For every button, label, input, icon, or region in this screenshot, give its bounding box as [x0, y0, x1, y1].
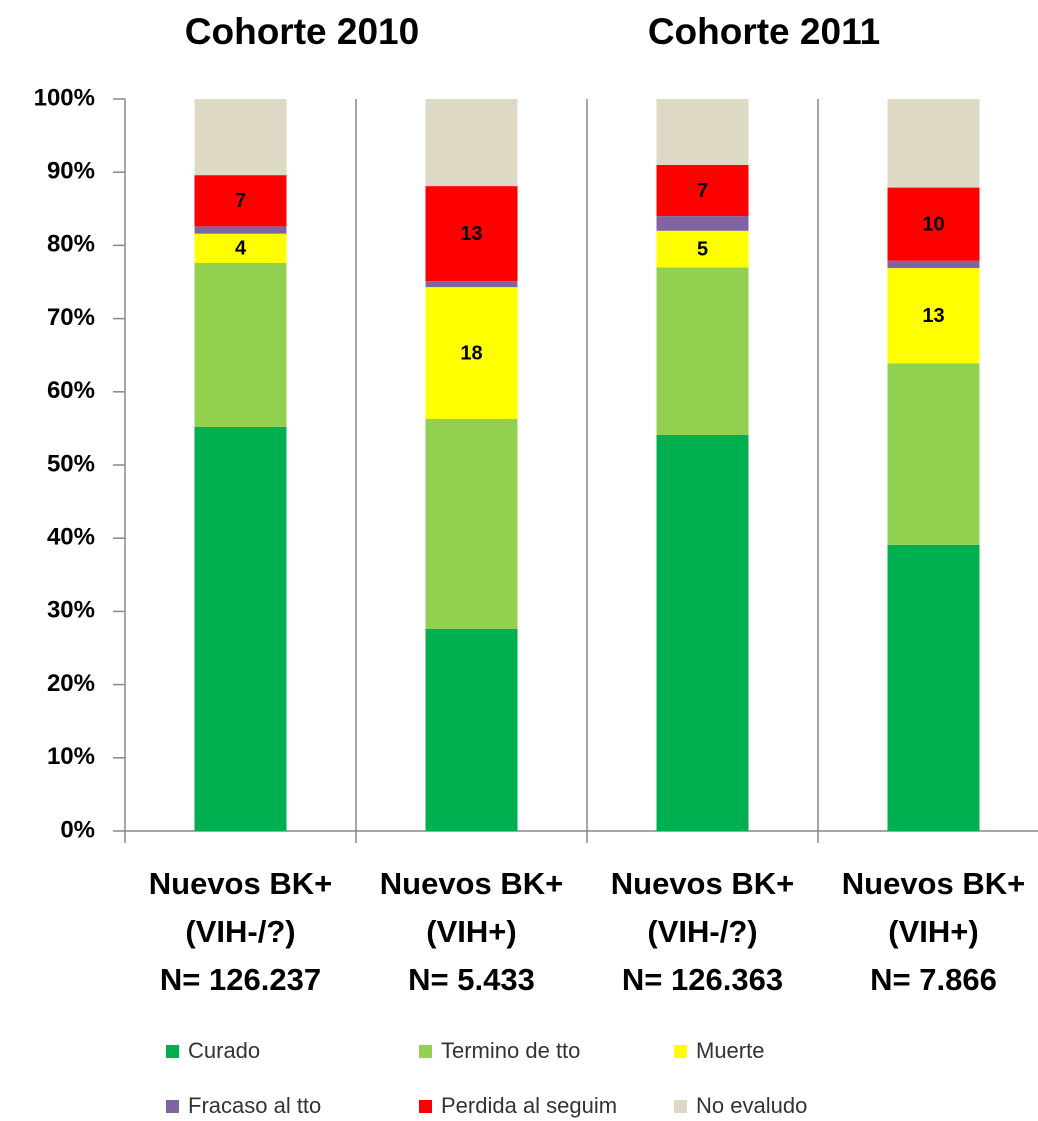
- x-tick-label: (VIH+): [888, 914, 978, 949]
- x-tick-label: N= 5.433: [408, 962, 535, 997]
- bar-segment: [887, 187, 980, 261]
- group-title: Cohorte 2010: [185, 11, 419, 52]
- group-title: Cohorte 2011: [648, 11, 880, 52]
- x-tick-label: N= 7.866: [870, 962, 997, 997]
- bar-segment: [425, 287, 518, 419]
- bar-segment: [194, 262, 287, 427]
- data-label: 13: [460, 223, 482, 245]
- x-tick-label: (VIH-/?): [185, 914, 295, 949]
- legend-label: Curado: [188, 1038, 260, 1063]
- legend-swatch: [419, 1045, 432, 1058]
- x-tick-label: Nuevos BK+: [842, 866, 1025, 901]
- x-tick-label: Nuevos BK+: [380, 866, 563, 901]
- bar-segment: [194, 175, 287, 227]
- y-tick-label: 90%: [47, 158, 95, 185]
- bar-segment: [656, 164, 749, 217]
- bar-segment: [194, 426, 287, 831]
- bar-segment: [656, 216, 749, 231]
- x-tick-label: (VIH+): [426, 914, 516, 949]
- y-tick-label: 60%: [47, 377, 95, 404]
- legend-swatch: [674, 1100, 687, 1113]
- x-tick-label: N= 126.363: [622, 962, 783, 997]
- data-label: 10: [922, 213, 944, 235]
- data-label: 7: [235, 190, 246, 212]
- legend-label: No evaludo: [696, 1093, 807, 1118]
- bar-segment: [887, 363, 980, 545]
- data-label: 13: [922, 305, 944, 327]
- y-tick-label: 80%: [47, 231, 95, 258]
- bar-segment: [425, 628, 518, 831]
- y-tick-label: 0%: [60, 816, 95, 843]
- data-label: 7: [697, 180, 708, 202]
- legend-swatch: [166, 1100, 179, 1113]
- x-tick-label: Nuevos BK+: [611, 866, 794, 901]
- data-label: 5: [697, 238, 708, 260]
- bar-segment: [425, 418, 518, 629]
- bar-segment: [656, 99, 749, 165]
- bar-segment: [425, 281, 518, 288]
- legend-swatch: [674, 1045, 687, 1058]
- x-tick-label: (VIH-/?): [647, 914, 757, 949]
- bar-segment: [887, 544, 980, 831]
- y-tick-label: 30%: [47, 597, 95, 624]
- bar-segment: [887, 99, 980, 188]
- x-tick-label: N= 126.237: [160, 962, 321, 997]
- bar-segment: [887, 260, 980, 269]
- y-tick-label: 10%: [47, 743, 95, 770]
- bar-segment: [656, 267, 749, 435]
- data-label: 4: [235, 238, 247, 260]
- legend-label: Fracaso al tto: [188, 1093, 321, 1118]
- legend-swatch: [419, 1100, 432, 1113]
- bar-segment: [425, 99, 518, 187]
- legend-label: Perdida al seguim: [441, 1093, 617, 1118]
- legend-label: Termino de tto: [441, 1038, 580, 1063]
- y-tick-label: 100%: [34, 84, 95, 111]
- bar-segment: [887, 268, 980, 364]
- bar-segment: [194, 99, 287, 176]
- y-tick-label: 20%: [47, 670, 95, 697]
- y-tick-label: 50%: [47, 450, 95, 477]
- legend-label: Muerte: [696, 1038, 764, 1063]
- x-tick-label: Nuevos BK+: [149, 866, 332, 901]
- bar-segment: [194, 226, 287, 234]
- legend-swatch: [166, 1045, 179, 1058]
- y-tick-label: 40%: [47, 524, 95, 551]
- bar-segment: [194, 233, 287, 263]
- data-label: 18: [460, 342, 482, 364]
- y-tick-label: 70%: [47, 304, 95, 331]
- bar-segment: [656, 434, 749, 831]
- bar-segment: [425, 186, 518, 282]
- bar-segment: [656, 230, 749, 268]
